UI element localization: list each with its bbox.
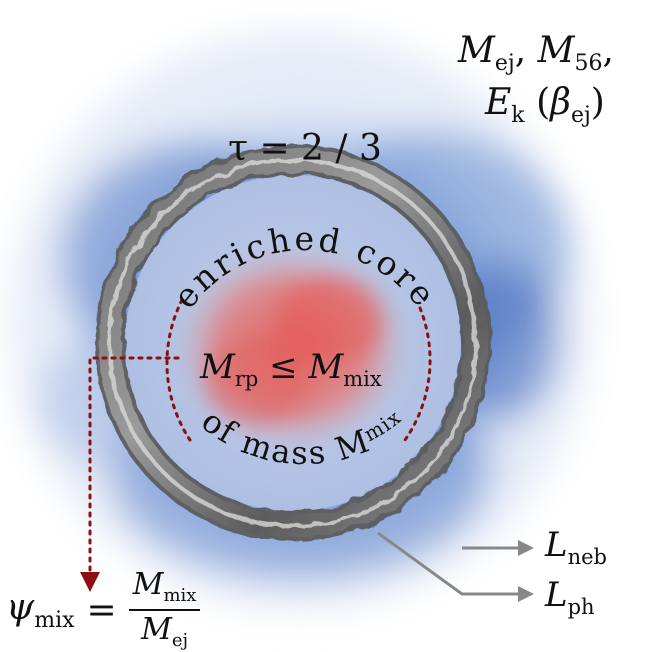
mixing-arrow bbox=[88, 356, 180, 587]
photosphere-ring bbox=[95, 145, 491, 541]
nebular-luminosity-label: Lneb bbox=[545, 525, 607, 569]
ph-arrow-head bbox=[518, 586, 534, 602]
psi-fraction: Mmix Mej bbox=[128, 570, 201, 650]
ejecta-params-line1: Mej, M56, bbox=[458, 30, 614, 77]
psi-mix-formula: ψmix = Mmix Mej bbox=[6, 570, 201, 650]
core-boundary-right bbox=[403, 306, 432, 442]
ejecta-params-line2: Ek (βej) bbox=[485, 82, 605, 129]
core-boundary-left bbox=[165, 298, 192, 442]
photosphere-output-line bbox=[377, 531, 530, 596]
core-mass-condition: Mrp ≤ Mmix bbox=[200, 347, 382, 391]
mixing-arrow-head bbox=[80, 572, 100, 592]
tau-label: τ = 2 / 3 bbox=[228, 128, 382, 169]
neb-arrow-head bbox=[518, 540, 534, 556]
photospheric-luminosity-label: Lph bbox=[545, 575, 595, 619]
enriched-core-blob bbox=[177, 248, 407, 448]
